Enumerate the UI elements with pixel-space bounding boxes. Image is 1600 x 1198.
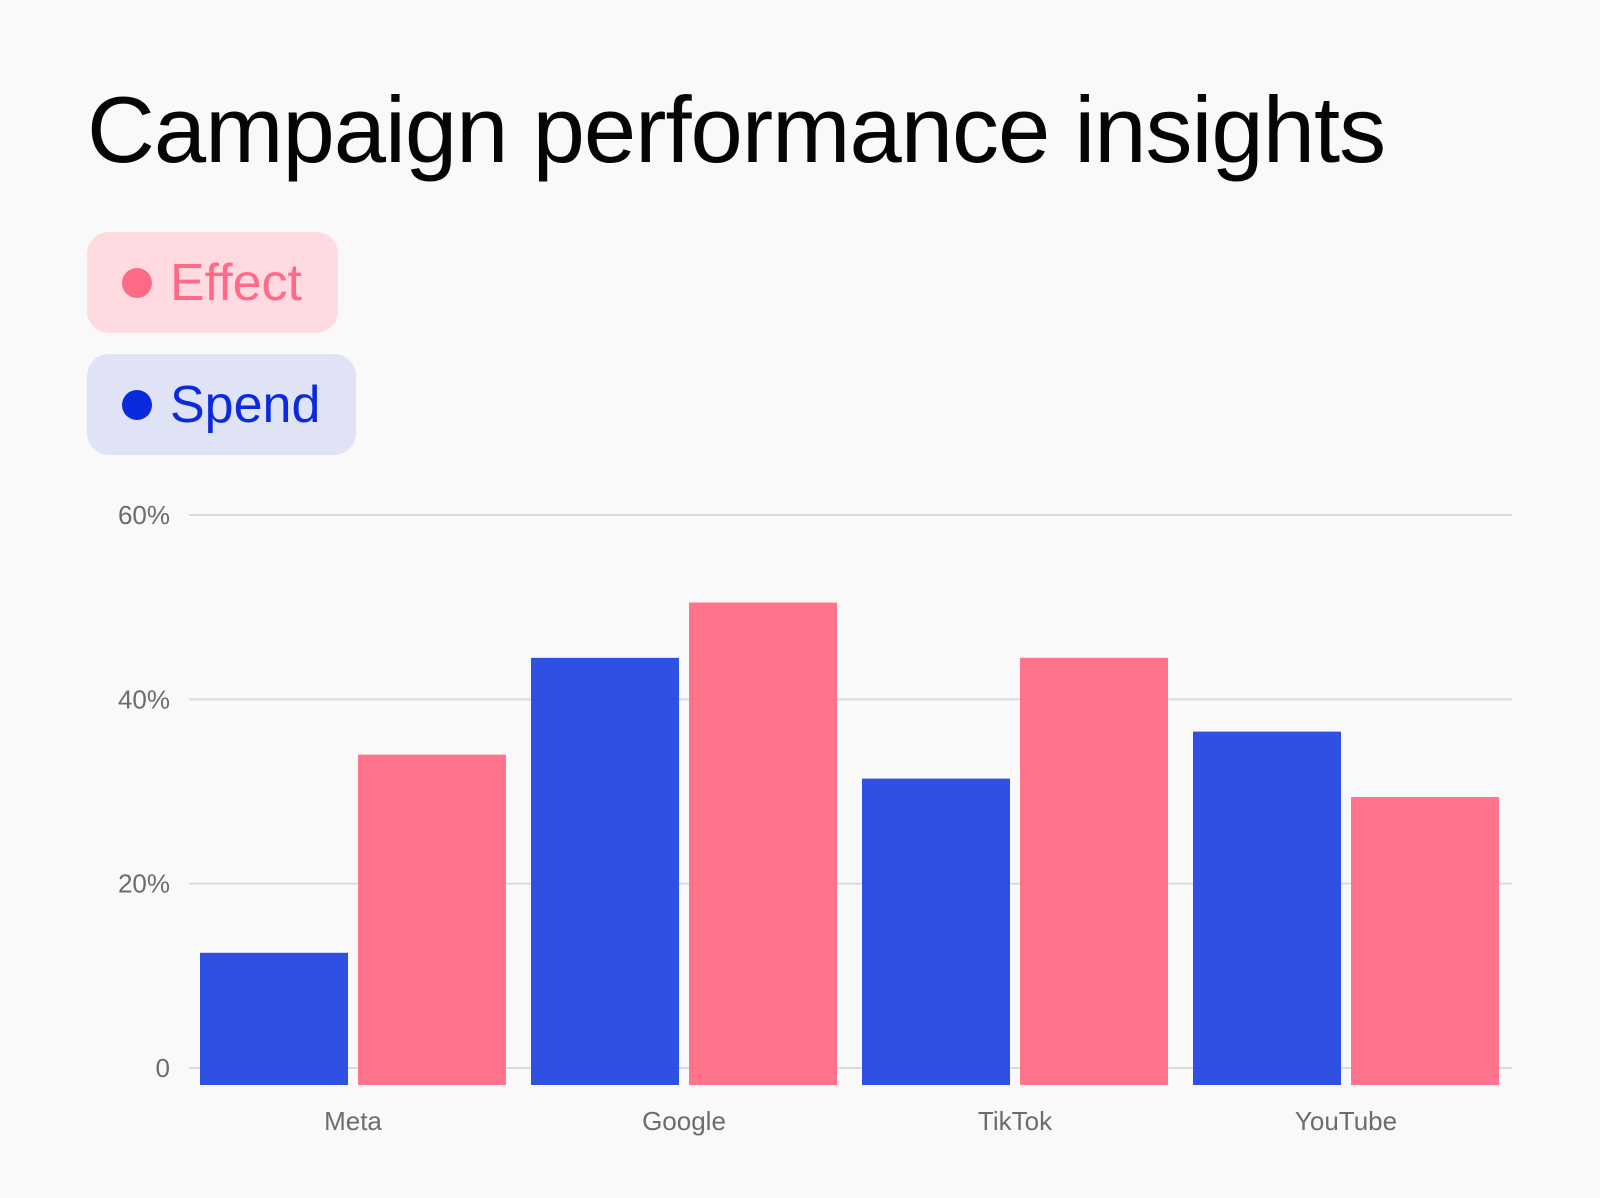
x-tick-label: Meta: [324, 1106, 382, 1136]
x-tick-label: TikTok: [978, 1106, 1053, 1136]
y-tick-label: 20%: [118, 869, 170, 899]
bar-spend: [200, 952, 348, 1085]
bar-spend: [531, 657, 679, 1085]
page-title: Campaign performance insights: [87, 77, 1386, 182]
y-tick-label: 0: [156, 1053, 170, 1083]
legend-spend-label: Spend: [170, 375, 321, 434]
y-tick-label: 40%: [118, 684, 170, 714]
legend-effect-label: Effect: [170, 253, 303, 312]
bar-spend: [862, 778, 1010, 1085]
y-tick-label: 60%: [118, 500, 170, 530]
x-tick-label: YouTube: [1295, 1106, 1397, 1136]
bar-effect: [1020, 657, 1168, 1085]
legend-effect[interactable]: Effect: [87, 232, 339, 333]
spend-dot-icon: [122, 389, 152, 420]
bar-effect: [358, 754, 506, 1085]
x-tick-label: Google: [642, 1106, 726, 1136]
bar-spend: [1193, 731, 1341, 1085]
legend-spend[interactable]: Spend: [87, 354, 357, 455]
bar-effect: [689, 602, 837, 1085]
effect-dot-icon: [122, 267, 152, 298]
bar-effect: [1351, 797, 1499, 1085]
